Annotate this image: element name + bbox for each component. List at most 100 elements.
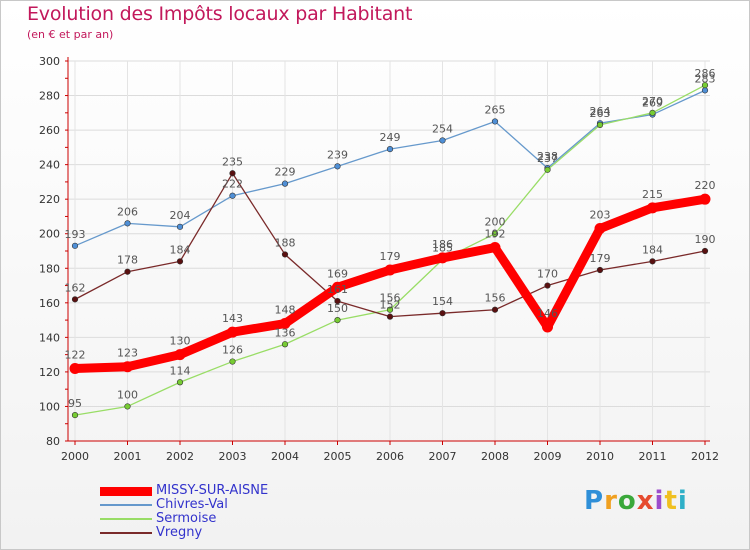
data-point-missy-sur-aisne	[227, 326, 238, 338]
data-label-chivres-val: 239	[327, 148, 348, 161]
data-point-sermoise	[386, 306, 394, 313]
y-tick-label: 80	[46, 435, 60, 448]
data-point-sermoise	[596, 121, 604, 129]
y-tick-label: 200	[39, 228, 60, 241]
data-label-sermoise: 200	[485, 216, 506, 229]
y-tick-label: 240	[39, 159, 60, 172]
data-point-vregny	[491, 306, 499, 313]
data-point-sermoise	[544, 166, 551, 173]
logo-letter: x	[636, 486, 655, 516]
data-label-chivres-val: 269	[642, 97, 663, 110]
data-point-missy-sur-aisne	[384, 264, 396, 276]
data-point-chivres-val	[124, 220, 131, 227]
x-tick-label: 2002	[166, 450, 194, 463]
data-point-vregny	[71, 296, 79, 303]
x-tick-label: 2008	[481, 450, 509, 463]
legend-swatch	[100, 532, 152, 534]
y-tick-label: 160	[39, 297, 60, 310]
x-tick-label: 2011	[639, 450, 667, 463]
data-label-missy-sur-aisne: 148	[275, 304, 296, 317]
logo-letter: i	[677, 486, 688, 516]
logo-letter: t	[664, 486, 678, 516]
data-label-chivres-val: 249	[380, 131, 401, 144]
legend-swatch	[100, 518, 152, 520]
data-label-missy-sur-aisne: 130	[170, 335, 191, 348]
data-label-chivres-val: 206	[117, 205, 138, 218]
data-label-missy-sur-aisne: 123	[117, 347, 138, 360]
y-tick-label: 220	[39, 193, 60, 206]
y-tick-label: 120	[39, 366, 60, 379]
data-point-missy-sur-aisne	[122, 361, 133, 373]
data-point-chivres-val	[229, 192, 236, 199]
x-tick-label: 2007	[429, 450, 457, 463]
data-point-missy-sur-aisne	[647, 202, 658, 214]
data-point-vregny	[544, 282, 551, 289]
data-label-chivres-val: 264	[590, 105, 611, 118]
data-label-sermoise: 150	[327, 302, 348, 315]
data-label-missy-sur-aisne: 186	[432, 238, 453, 251]
data-label-sermoise: 156	[380, 292, 401, 305]
data-label-chivres-val: 229	[275, 166, 296, 179]
legend-label: MISSY-SUR-AISNE	[156, 483, 269, 498]
logo-letter: r	[604, 486, 618, 516]
data-label-vregny: 154	[432, 295, 453, 308]
data-label-missy-sur-aisne: 215	[642, 188, 663, 201]
x-tick-label: 2006	[376, 450, 404, 463]
y-tick-label: 260	[39, 124, 60, 137]
data-label-vregny: 161	[327, 283, 348, 296]
data-point-sermoise	[334, 316, 341, 324]
data-label-sermoise: 270	[642, 95, 663, 108]
data-point-vregny	[439, 310, 446, 317]
data-point-missy-sur-aisne	[279, 318, 291, 330]
data-label-missy-sur-aisne: 203	[590, 209, 611, 222]
data-labels: 193 206 204 222 229 239 249 254 265 238 264 269 283 9…	[65, 67, 716, 410]
data-label-sermoise: 95	[68, 397, 82, 410]
data-label-vregny: 162	[65, 281, 86, 294]
data-label-sermoise: 185	[432, 242, 453, 255]
data-label-vregny: 178	[117, 254, 138, 267]
data-label-chivres-val: 193	[65, 228, 86, 241]
data-point-chivres-val	[281, 180, 289, 187]
data-point-sermoise	[71, 411, 79, 419]
data-label-missy-sur-aisne: 169	[327, 267, 348, 280]
data-point-vregny	[334, 297, 341, 305]
data-point-missy-sur-aisne	[69, 362, 81, 374]
data-label-vregny: 156	[485, 292, 506, 305]
data-label-sermoise: 126	[222, 344, 243, 357]
x-tick-label: 2001	[114, 450, 142, 463]
data-point-chivres-val	[71, 242, 79, 249]
axes: 80 100 120 140 160 180 200 220 240 260 280 300 2000 2…	[39, 55, 719, 463]
logo-letter: P	[584, 486, 605, 516]
data-point-missy-sur-aisne	[332, 281, 343, 293]
legend-swatch	[100, 504, 152, 506]
data-point-chivres-val	[386, 145, 394, 153]
data-label-sermoise: 114	[170, 364, 191, 377]
data-point-vregny	[176, 258, 184, 265]
legend-label: Chivres-Val	[156, 497, 228, 512]
x-tick-label: 2005	[324, 450, 352, 463]
series-lines	[69, 82, 711, 419]
data-point-missy-sur-aisne	[437, 252, 448, 264]
y-tick-label: 300	[39, 55, 60, 68]
data-point-missy-sur-aisne	[699, 193, 711, 205]
data-point-sermoise	[124, 403, 131, 410]
data-point-missy-sur-aisne	[489, 242, 501, 254]
data-point-sermoise	[701, 82, 709, 89]
data-label-vregny: 190	[695, 233, 716, 246]
x-tick-label: 2004	[271, 450, 299, 463]
data-label-chivres-val: 265	[485, 103, 506, 116]
data-label-vregny: 152	[380, 299, 401, 312]
line-chart: 80 100 120 140 160 180 200 220 240 260 280 300 2000 2…	[39, 55, 719, 463]
data-point-chivres-val	[334, 163, 341, 170]
data-point-missy-sur-aisne	[594, 223, 606, 235]
proxiti-logo: Proxiti	[584, 486, 688, 516]
data-point-vregny	[124, 268, 131, 275]
data-point-chivres-val	[491, 118, 499, 125]
data-point-vregny	[281, 251, 289, 258]
y-tick-label: 280	[39, 90, 60, 103]
data-point-vregny	[649, 258, 656, 265]
data-label-sermoise: 136	[275, 326, 296, 339]
data-label-missy-sur-aisne: 179	[380, 250, 401, 263]
data-point-chivres-val	[176, 223, 184, 230]
data-point-vregny	[229, 170, 236, 177]
